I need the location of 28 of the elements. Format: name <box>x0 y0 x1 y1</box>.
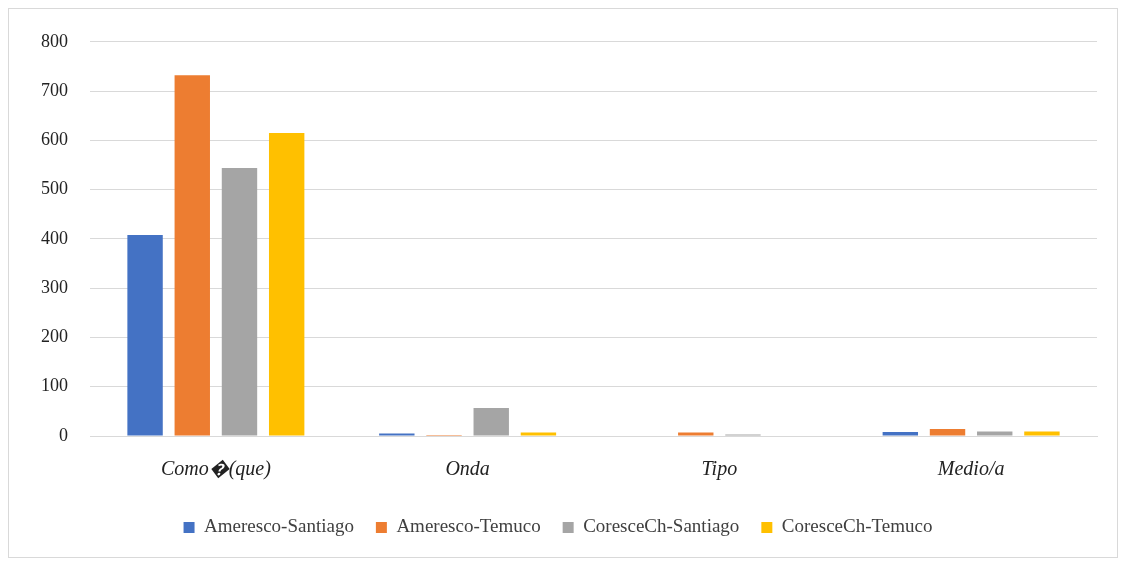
legend-label: CoresceCh-Santiago <box>583 515 740 537</box>
y-tick-label: 300 <box>41 276 68 297</box>
bar <box>1024 431 1060 436</box>
x-tick-label: Como�(que) <box>160 457 272 481</box>
y-tick-label: 700 <box>41 79 68 100</box>
legend-label: CoresceCh-Temuco <box>781 515 933 537</box>
y-tick-label: 100 <box>41 375 68 396</box>
y-tick-label: 500 <box>41 178 68 199</box>
y-tick-label: 800 <box>41 30 68 51</box>
legend-label: Ameresco-Temuco <box>396 515 541 537</box>
x-tick-label: Onda <box>445 457 490 480</box>
bar <box>678 432 714 436</box>
bar <box>127 234 163 436</box>
legend-label: Ameresco-Santiago <box>204 515 354 537</box>
bar <box>221 167 258 436</box>
bar <box>929 429 966 436</box>
bar <box>520 432 557 436</box>
y-tick-label: 600 <box>41 129 68 150</box>
y-tick-label: 0 <box>59 424 68 445</box>
x-tick-label: Medio/a <box>936 457 1005 480</box>
bar <box>174 75 210 436</box>
y-tick-label: 200 <box>41 326 68 347</box>
bar <box>977 431 1013 436</box>
x-tick-label: Tipo <box>701 457 738 481</box>
bar <box>882 432 919 436</box>
y-tick-label: 400 <box>41 227 68 248</box>
bar <box>268 132 305 436</box>
bar <box>473 407 509 436</box>
